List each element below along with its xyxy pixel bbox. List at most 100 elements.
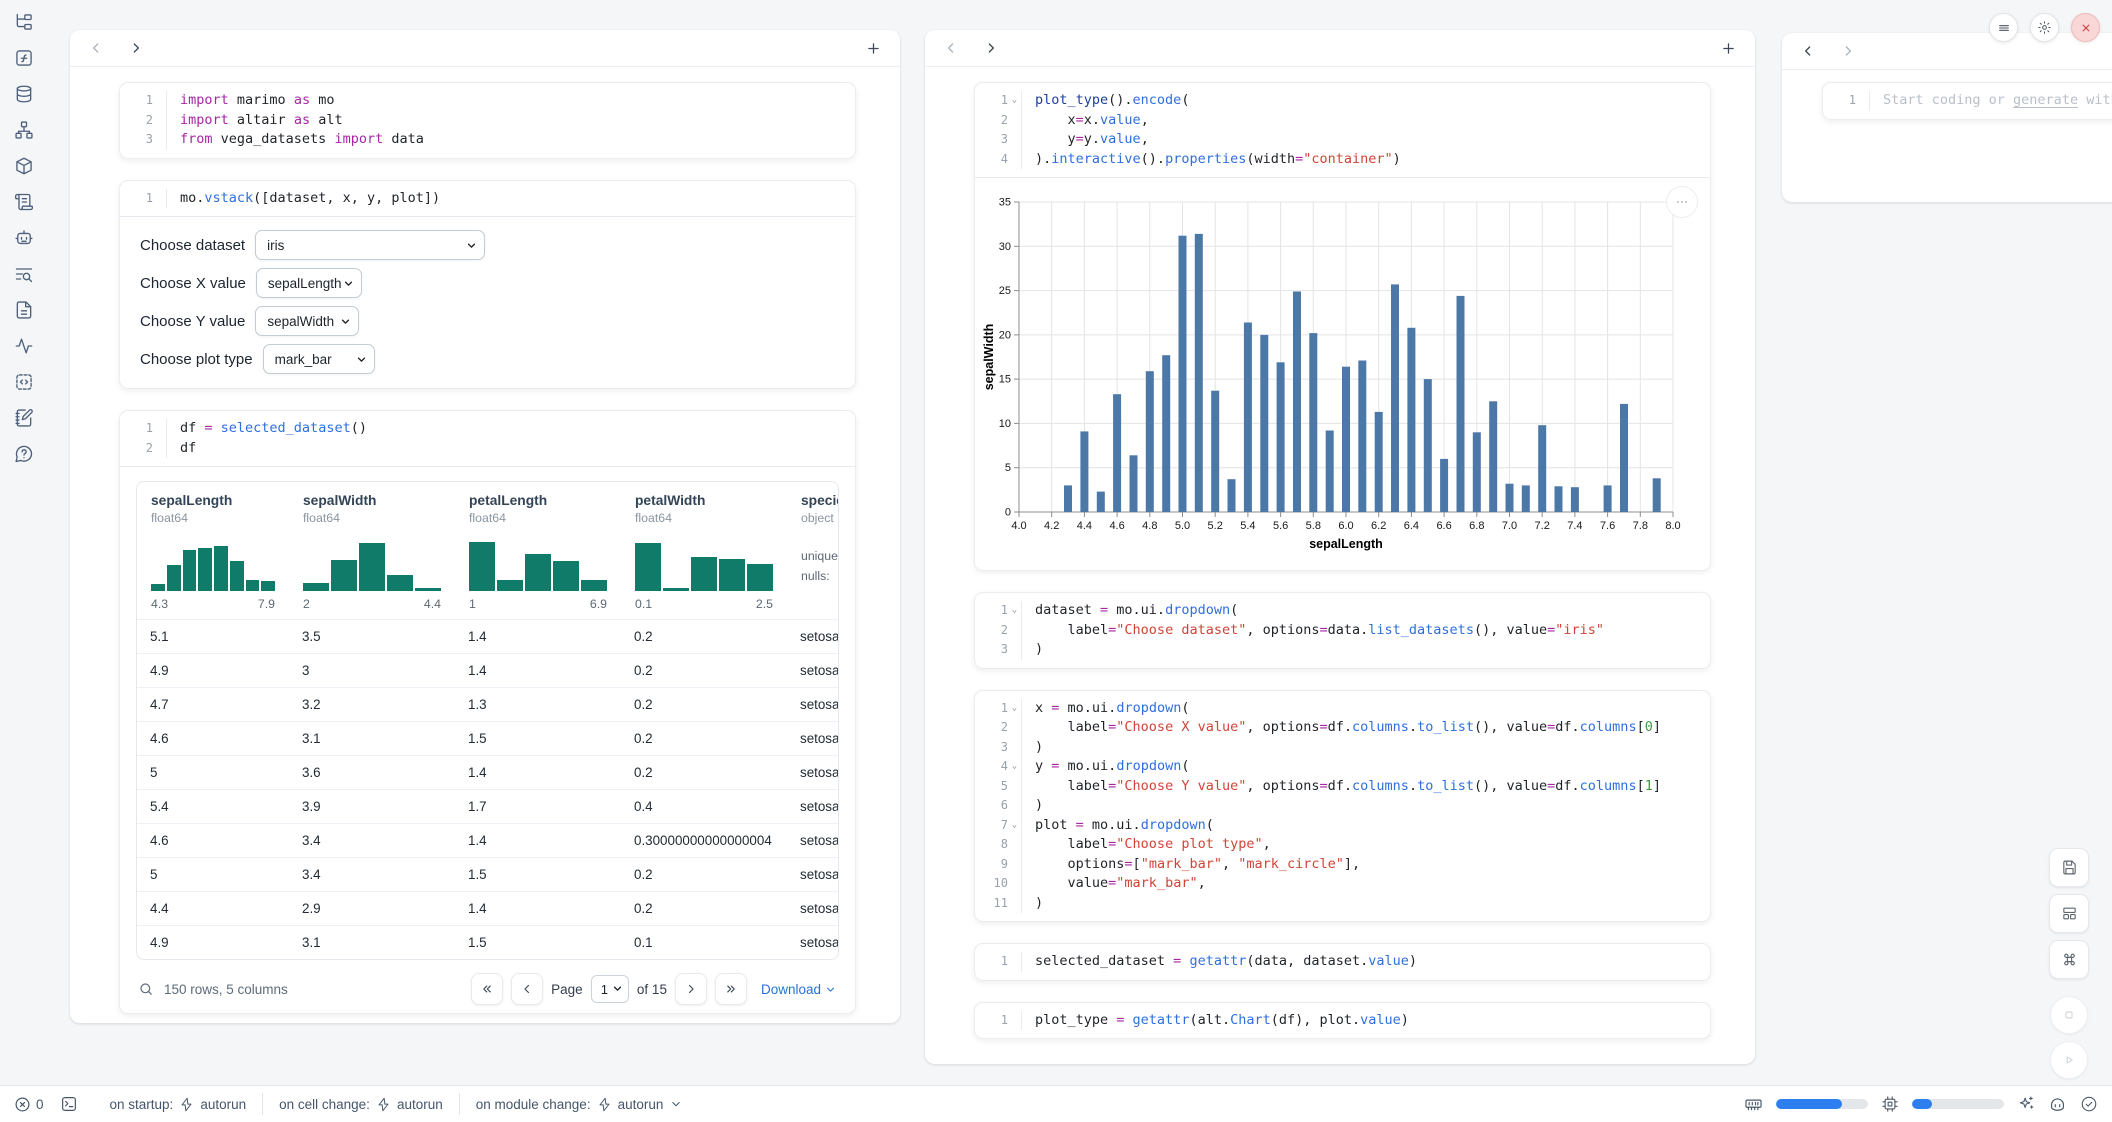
- page-count: of 15: [637, 982, 667, 997]
- sidebar-network-button[interactable]: [9, 120, 39, 140]
- keyboard-shortcuts-button[interactable]: [2049, 940, 2089, 979]
- table-cell: 5: [137, 756, 289, 789]
- command-icon: [2061, 951, 2078, 968]
- sidebar-notebook-pen-button[interactable]: [9, 408, 39, 428]
- control-row: Choose Y valuesepalWidth: [140, 306, 835, 336]
- sidebar-bot-message-button[interactable]: [9, 228, 39, 248]
- code-text: ).interactive().properties(width="contai…: [1022, 150, 1401, 170]
- pagination: Page1of 15Download: [471, 973, 837, 1005]
- code-editor[interactable]: 1⌄plot_type().encode(2 x=x.value,3 y=y.v…: [975, 83, 1710, 177]
- scroll-right-button[interactable]: [1840, 43, 1856, 59]
- sidebar-text-search-button[interactable]: [9, 264, 39, 284]
- svg-text:sepalWidth: sepalWidth: [982, 324, 996, 391]
- middle-notebook-column: 1⌄plot_type().encode(2 x=x.value,3 y=y.v…: [925, 30, 1755, 1064]
- code-text: import marimo as mo: [167, 91, 334, 111]
- dropdown-value: mark_bar: [275, 352, 332, 367]
- code-editor[interactable]: 1import marimo as mo2import altair as al…: [120, 83, 855, 158]
- code-editor[interactable]: 1plot_type = getattr(alt.Chart(df), plot…: [975, 1003, 1710, 1039]
- bot-message-icon: [14, 228, 34, 248]
- run-button[interactable]: [2050, 1041, 2088, 1079]
- sidebar-database-button[interactable]: [9, 84, 39, 104]
- sidebar-scroll-text-button[interactable]: [9, 192, 39, 212]
- column-header-petalWidth[interactable]: petalWidthfloat640.12.5: [621, 482, 787, 619]
- first-page-button[interactable]: [471, 973, 503, 1005]
- layout-button[interactable]: [2049, 894, 2089, 933]
- prev-page-button[interactable]: [511, 973, 543, 1005]
- code-editor[interactable]: 1selected_dataset = getattr(data, datase…: [975, 944, 1710, 980]
- table-cell: 4.9: [137, 926, 289, 959]
- chart-actions-button[interactable]: [1666, 186, 1698, 218]
- column-header-sepalLength[interactable]: sepalLengthfloat644.37.9: [137, 482, 289, 619]
- table-cell: 2.9: [289, 892, 455, 925]
- control-row: Choose X valuesepalLength: [140, 268, 835, 298]
- scroll-left-button[interactable]: [1800, 43, 1816, 59]
- connection-status-button[interactable]: [2080, 1095, 2098, 1113]
- sidebar-file-text-button[interactable]: [9, 300, 39, 320]
- sidebar-file-tree-button[interactable]: [9, 12, 39, 32]
- next-page-button[interactable]: [675, 973, 707, 1005]
- search-button[interactable]: [138, 981, 154, 997]
- add-cell-button[interactable]: [1720, 40, 1737, 57]
- play-icon: [2061, 1052, 2077, 1068]
- chevron-down-icon: [339, 315, 352, 328]
- table-row: 53.41.50.2setosa: [137, 857, 838, 891]
- chevron-down-icon: [824, 983, 837, 996]
- settings-button[interactable]: [2030, 13, 2059, 42]
- sidebar-package-button[interactable]: [9, 156, 39, 176]
- code-line: 2 label="Choose X value", options=df.col…: [975, 718, 1710, 738]
- svg-text:5.4: 5.4: [1240, 520, 1255, 532]
- package-icon: [14, 156, 34, 176]
- dropdown-choose-plot-type[interactable]: mark_bar: [263, 344, 375, 374]
- code-text: label="Choose Y value", options=df.colum…: [1022, 777, 1661, 797]
- stop-button[interactable]: [2050, 996, 2088, 1034]
- scroll-right-button[interactable]: [128, 40, 144, 56]
- on-startup-config[interactable]: on startup: autorun: [94, 1093, 263, 1115]
- errors-indicator[interactable]: 0: [14, 1096, 44, 1113]
- column-dtype: float64: [151, 511, 275, 525]
- sidebar-function-square-button[interactable]: [9, 48, 39, 68]
- code-editor[interactable]: 1df = selected_dataset()2df: [120, 411, 855, 466]
- code-editor[interactable]: 1mo.vstack([dataset, x, y, plot]): [120, 181, 855, 217]
- dropdown-choose-dataset[interactable]: iris: [255, 230, 485, 260]
- scroll-right-button[interactable]: [983, 40, 999, 56]
- scroll-left-button[interactable]: [88, 40, 104, 56]
- sidebar-message-question-button[interactable]: [9, 444, 39, 464]
- scratch-code-editor[interactable]: 1Start coding or generate with: [1823, 83, 2112, 119]
- download-button[interactable]: Download: [761, 982, 837, 997]
- terminal-button[interactable]: [60, 1095, 78, 1113]
- add-cell-button[interactable]: [865, 40, 882, 57]
- dropdown-choose-y-value[interactable]: sepalWidth: [255, 306, 359, 336]
- check-circle-icon: [2080, 1095, 2098, 1113]
- last-page-button[interactable]: [715, 973, 747, 1005]
- ai-sparkles-button[interactable]: [2017, 1095, 2035, 1113]
- save-button[interactable]: [2049, 848, 2089, 887]
- code-editor[interactable]: 1⌄dataset = mo.ui.dropdown(2 label="Choo…: [975, 593, 1710, 668]
- menu-button[interactable]: [1989, 13, 2018, 42]
- page-select[interactable]: 1: [591, 975, 629, 1003]
- column-header-species[interactable]: speciesobjectuniquenulls:: [787, 482, 838, 619]
- table-cell: 3.4: [289, 858, 455, 891]
- on-cell-change-config[interactable]: on cell change: autorun: [262, 1093, 459, 1115]
- bar-chart[interactable]: 4.04.24.44.64.85.05.25.45.65.86.06.26.46…: [981, 192, 1687, 556]
- svg-text:6.2: 6.2: [1371, 520, 1386, 532]
- scroll-left-button[interactable]: [943, 40, 959, 56]
- code-line: 8 label="Choose plot type",: [975, 835, 1710, 855]
- line-gutter: 1: [120, 419, 167, 439]
- column-header-sepalWidth[interactable]: sepalWidthfloat6424.4: [289, 482, 455, 619]
- on-module-change-config[interactable]: on module change: autorun: [459, 1093, 700, 1115]
- code-editor[interactable]: 1⌄x = mo.ui.dropdown(2 label="Choose X v…: [975, 691, 1710, 922]
- svg-text:sepalLength: sepalLength: [1309, 537, 1383, 551]
- code-text: x = mo.ui.dropdown(: [1022, 699, 1189, 719]
- code-text: label="Choose dataset", options=data.lis…: [1022, 621, 1604, 641]
- control-row: Choose datasetiris: [140, 230, 835, 260]
- svg-text:7.6: 7.6: [1600, 520, 1615, 532]
- copilot-button[interactable]: [2048, 1095, 2067, 1114]
- sidebar-activity-button[interactable]: [9, 336, 39, 356]
- sidebar-code-snippet-button[interactable]: [9, 372, 39, 392]
- shutdown-button[interactable]: [2071, 13, 2100, 42]
- dropdown-choose-x-value[interactable]: sepalLength: [256, 268, 362, 298]
- table-summary: 150 rows, 5 columns: [164, 982, 288, 997]
- dots-icon: [1673, 193, 1691, 211]
- x-icon: [2079, 21, 2093, 35]
- column-header-petalLength[interactable]: petalLengthfloat6416.9: [455, 482, 621, 619]
